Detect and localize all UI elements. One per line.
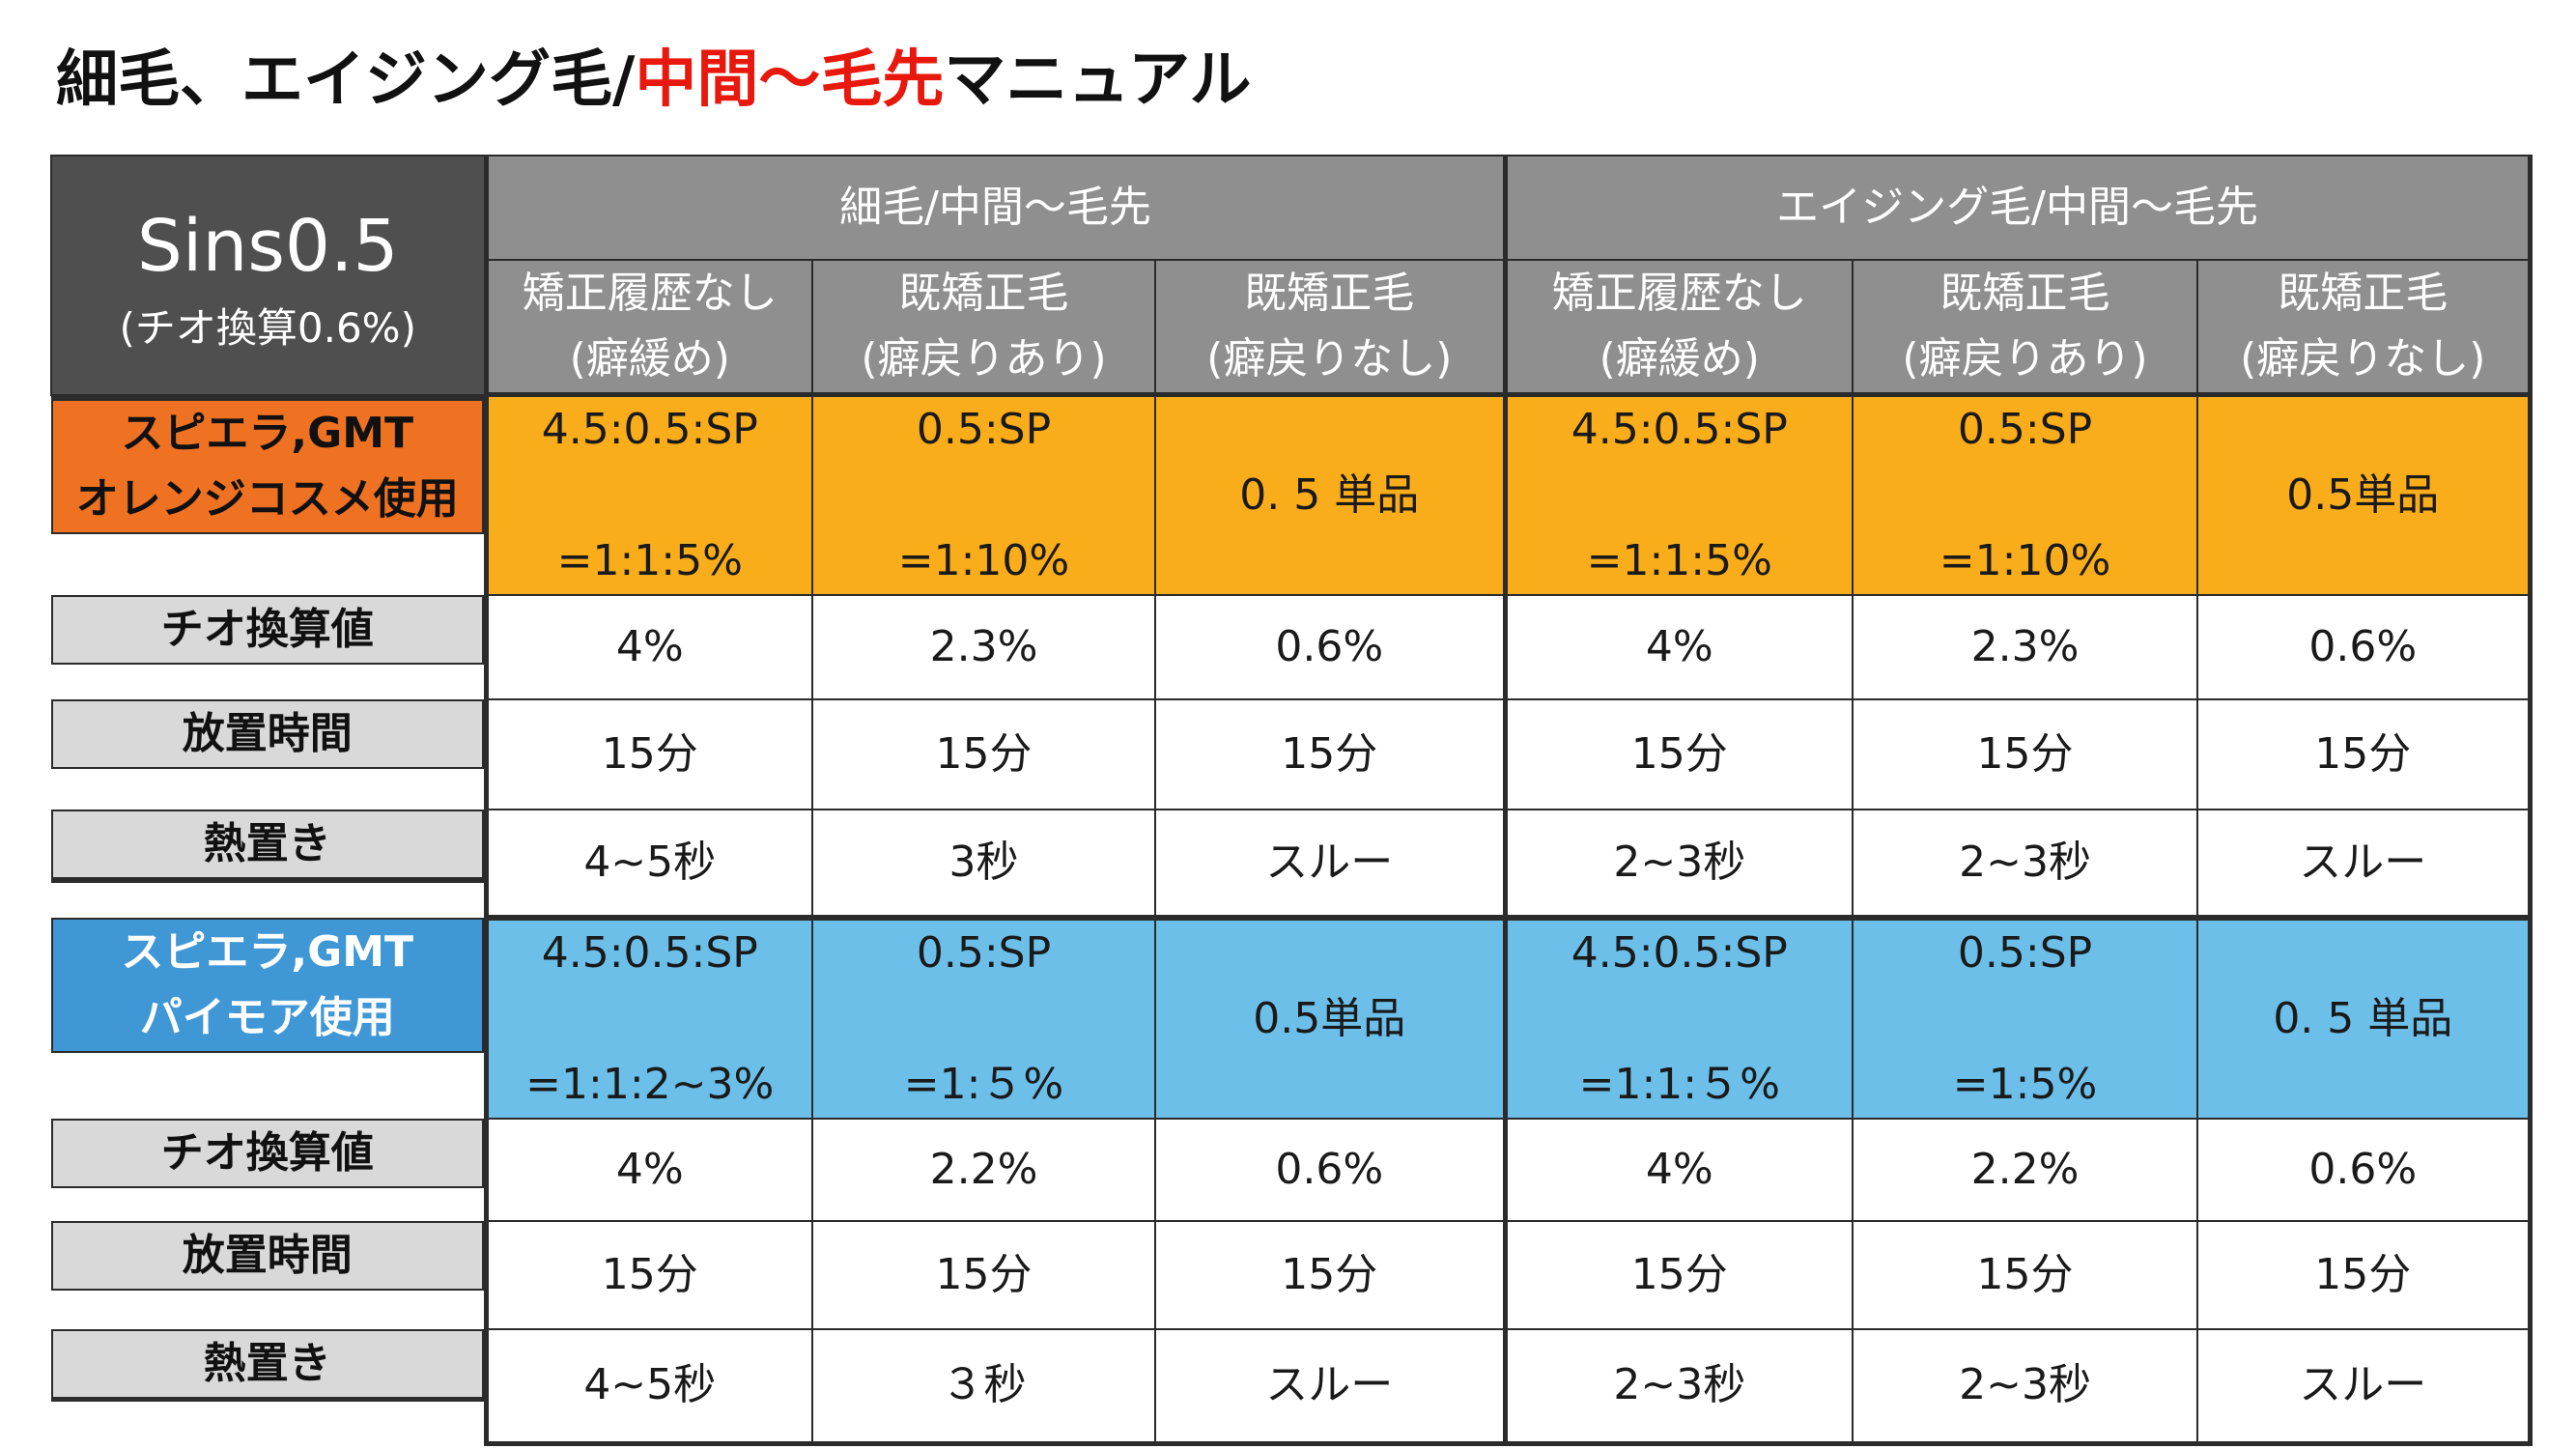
value-cell: 15分 [811, 698, 1156, 810]
value-cell: スルー [1153, 809, 1507, 921]
mix-ratio-cell: 4.5:0.5:SP =1:1:5% [483, 392, 813, 596]
value-cell: 15分 [483, 698, 813, 810]
value-cell: 15分 [811, 1220, 1156, 1330]
value-cell: 0.6% [1153, 594, 1507, 700]
title-suffix: マニュアル [944, 44, 1252, 116]
value-cell: 2~3秒 [1502, 1328, 1854, 1446]
mix-ratio-cell: 0.5:SP =1:5% [1852, 917, 2199, 1120]
value-cell: 0.6% [2196, 594, 2533, 700]
title-main: 細毛、エイジング毛/ [56, 44, 636, 116]
value-cell: 4~5秒 [483, 1328, 813, 1446]
value-cell: 15分 [1852, 1220, 2199, 1330]
value-cell: 2~3秒 [1852, 1328, 2199, 1446]
product-name: Sins0.5 [136, 204, 399, 288]
row-label-heat: 熱置き [51, 810, 484, 883]
value-cell: 0.6% [1153, 1118, 1507, 1222]
value-cell: 15分 [2196, 1220, 2533, 1330]
mix-ratio-cell: 0.5:SP =1:10% [811, 392, 1156, 596]
value-cell: 15分 [1153, 698, 1507, 810]
mix-ratio-cell: 0. 5 単品 [1153, 392, 1507, 596]
value-cell: ３秒 [811, 1328, 1156, 1446]
value-cell: 0.6% [2196, 1118, 2533, 1222]
value-cell: 3秒 [811, 809, 1156, 921]
mix-ratio-cell: 4.5:0.5:SP =1:1:2~3% [483, 917, 813, 1120]
value-cell: スルー [2196, 809, 2533, 921]
subheader-cell: 既矯正毛 (癖戻りなし) [1153, 259, 1507, 396]
subheader-cell: 矯正履歴なし (癖緩め) [483, 259, 813, 396]
value-cell: 15分 [1502, 698, 1854, 810]
mix-ratio-cell: 4.5:0.5:SP =1:1:５% [1502, 917, 1854, 1120]
value-cell: 15分 [1852, 698, 2199, 810]
value-cell: 4% [483, 1118, 813, 1222]
title-highlight: 中間〜毛先 [635, 44, 945, 116]
section-label-blue: スピエラ,GMT パイモア使用 [51, 918, 484, 1053]
page-title: 細毛、エイジング毛/中間〜毛先マニュアル [56, 37, 1251, 124]
group-header-fine-hair: 細毛/中間〜毛先 [483, 155, 1507, 261]
subheader-cell: 既矯正毛 (癖戻りなし) [2196, 259, 2533, 396]
value-cell: 2~3秒 [1502, 809, 1854, 921]
mix-ratio-cell: 0.5:SP =1:10% [1852, 392, 2199, 596]
value-cell: 2.3% [1852, 594, 2199, 700]
value-cell: 4% [483, 594, 813, 700]
row-label-heat: 熱置き [51, 1329, 484, 1402]
row-label-thio: チオ換算値 [51, 1119, 484, 1188]
value-cell: 4~5秒 [483, 809, 813, 921]
product-header: Sins0.5 (チオ換算0.6%) [50, 155, 487, 396]
row-label-time: 放置時間 [51, 699, 484, 769]
subheader-cell: 既矯正毛 (癖戻りあり) [1852, 259, 2199, 396]
subheader-cell: 矯正履歴なし (癖緩め) [1502, 259, 1854, 396]
value-cell: スルー [2196, 1328, 2533, 1446]
value-cell: 2~3秒 [1852, 809, 2199, 921]
mix-ratio-cell: 0.5:SP =1:５% [811, 917, 1156, 1120]
value-cell: 15分 [2196, 698, 2533, 810]
manual-table: Sins0.5 (チオ換算0.6%) 細毛/中間〜毛先 エイジング毛/中間〜毛先… [50, 155, 2533, 1446]
value-cell: 2.2% [811, 1118, 1156, 1222]
group-header-aging-hair: エイジング毛/中間〜毛先 [1502, 155, 2533, 261]
value-cell: 15分 [483, 1220, 813, 1330]
mix-ratio-cell: 4.5:0.5:SP =1:1:5% [1502, 392, 1854, 596]
mix-ratio-cell: 0. 5 単品 [2196, 917, 2533, 1120]
value-cell: スルー [1153, 1328, 1507, 1446]
section-label-orange: スピエラ,GMT オレンジコスメ使用 [51, 395, 484, 534]
value-cell: 4% [1502, 1118, 1854, 1222]
value-cell: 4% [1502, 594, 1854, 700]
value-cell: 2.2% [1852, 1118, 2199, 1222]
mix-ratio-cell: 0.5単品 [1153, 917, 1507, 1120]
row-label-thio: チオ換算値 [51, 595, 484, 665]
product-thio-equivalent: (チオ換算0.6%) [119, 303, 416, 352]
value-cell: 15分 [1502, 1220, 1854, 1330]
value-cell: 2.3% [811, 594, 1156, 700]
mix-ratio-cell: 0.5単品 [2196, 392, 2533, 596]
value-cell: 15分 [1153, 1220, 1507, 1330]
subheader-cell: 既矯正毛 (癖戻りあり) [811, 259, 1156, 396]
row-label-time: 放置時間 [51, 1221, 484, 1291]
